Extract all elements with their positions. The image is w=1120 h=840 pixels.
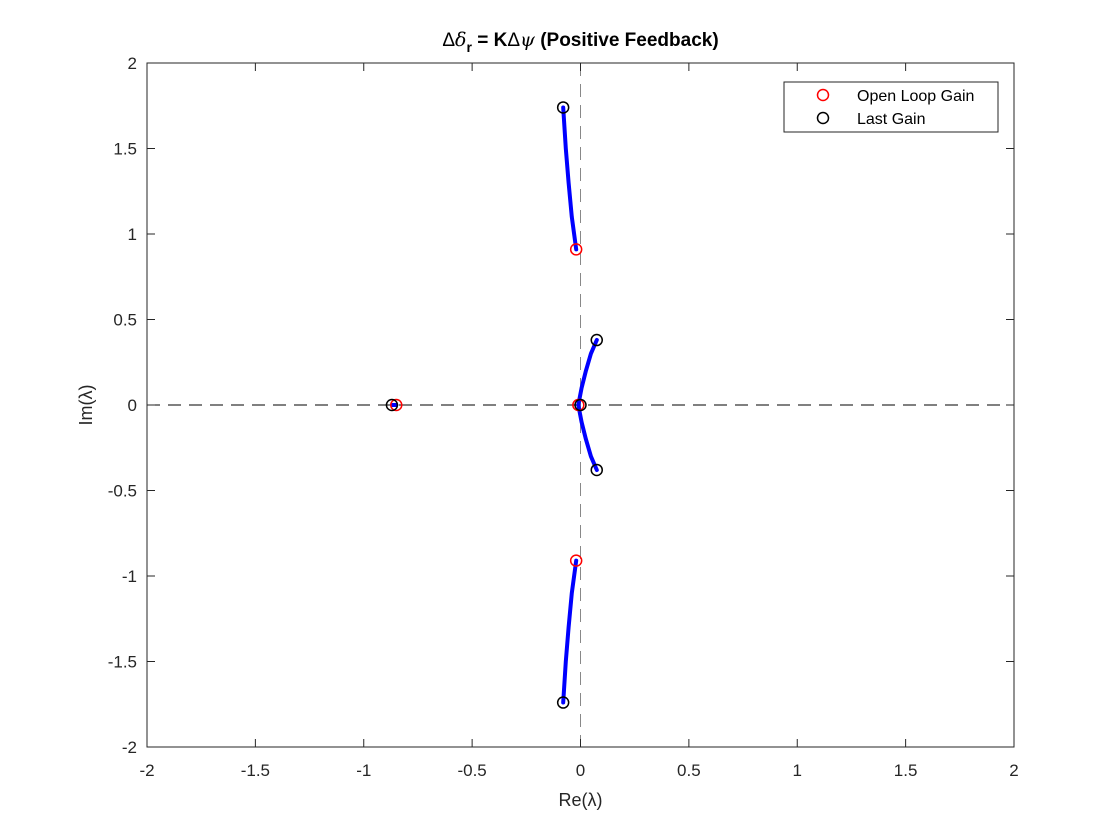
last-gain-marker — [556, 696, 570, 709]
legend-label-last-gain: Last Gain — [857, 111, 925, 128]
x-tick-label: 1 — [793, 761, 802, 780]
title-delta-1: Δ — [442, 30, 455, 51]
y-tick-label: -0.5 — [108, 482, 137, 501]
title-mid: = K — [472, 30, 508, 51]
legend-label-open-loop-gain: Open Loop Gain — [857, 88, 974, 105]
y-axis-label: Im(λ) — [76, 385, 96, 426]
title-suffix: (Positive Feedback) — [535, 30, 719, 51]
open-loop-gain-marker — [390, 398, 403, 412]
y-tick-label: -1 — [122, 567, 137, 586]
last-gain-marker — [590, 333, 604, 347]
x-tick-label: 2 — [1009, 761, 1018, 780]
locus-branch — [561, 105, 579, 252]
legend-marker-open-loop-gain — [816, 88, 830, 102]
y-tick-label: 0 — [128, 396, 137, 415]
locus-branch — [576, 403, 599, 472]
title-psi: ψ — [520, 29, 536, 51]
y-tick-labels: -2 -1.5 -1 -0.5 0 0.5 1 1.5 2 — [108, 54, 137, 757]
open-loop-gain-marker — [569, 554, 583, 567]
title-delta-3: Δ — [507, 30, 520, 51]
x-tick-label: -1 — [356, 761, 371, 780]
pole-markers — [385, 101, 604, 709]
x-tick-labels: -2 -1.5 -1 -0.5 0 0.5 1 1.5 2 — [139, 761, 1018, 780]
x-tick-label: -2 — [139, 761, 154, 780]
locus-branch — [576, 338, 599, 407]
open-loop-gain-marker — [569, 243, 583, 256]
last-gain-marker — [385, 398, 399, 412]
x-tick-label: 0 — [576, 761, 585, 780]
last-gain-marker — [590, 463, 604, 477]
last-gain-marker — [574, 398, 587, 412]
chart-title: Δδr = KΔψ (Positive Feedback) — [442, 29, 718, 55]
title-subscript: r — [466, 39, 472, 55]
y-tick-label: 2 — [128, 54, 137, 73]
reference-lines — [147, 63, 1014, 747]
y-tick-label: -1.5 — [108, 653, 137, 672]
legend: Open Loop Gain Last Gain — [783, 81, 999, 133]
y-tick-label: -2 — [122, 738, 137, 757]
last-gain-marker — [556, 101, 570, 114]
x-tick-label: -1.5 — [241, 761, 270, 780]
title-delta-2: δ — [455, 29, 466, 51]
locus-branches — [389, 105, 599, 705]
y-tick-label: 1.5 — [113, 140, 137, 159]
x-tick-label: -0.5 — [457, 761, 486, 780]
x-tick-label: 1.5 — [894, 761, 918, 780]
locus-branch — [561, 558, 579, 705]
y-tick-label: 0.5 — [113, 311, 137, 330]
x-tick-label: 0.5 — [677, 761, 701, 780]
x-axis-label: Re(λ) — [559, 790, 603, 810]
axis-ticks — [146, 62, 1015, 748]
legend-marker-last-gain — [816, 111, 830, 125]
y-tick-label: 1 — [128, 225, 137, 244]
